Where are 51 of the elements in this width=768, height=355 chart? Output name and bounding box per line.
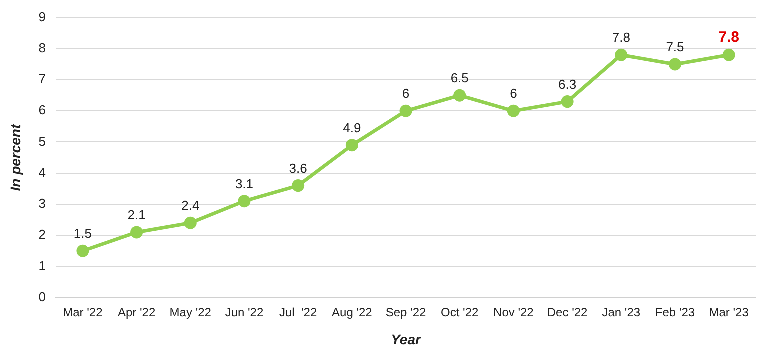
data-label: 3.6 bbox=[289, 160, 308, 176]
data-label: 2.1 bbox=[128, 208, 146, 223]
point bbox=[507, 104, 520, 118]
y-axis-title: In percent bbox=[7, 123, 24, 192]
x-tick-label: Jan '23 bbox=[602, 305, 641, 320]
x-tick-label: Jul '22 bbox=[280, 305, 318, 320]
point bbox=[292, 180, 305, 192]
y-tick-label: 9 bbox=[38, 9, 46, 24]
data-label: 4.9 bbox=[343, 120, 362, 136]
x-tick-label: Aug '22 bbox=[332, 305, 373, 320]
data-label: 6.5 bbox=[450, 70, 469, 86]
x-tick-label: Apr '22 bbox=[118, 305, 156, 320]
point bbox=[130, 226, 144, 239]
data-label: 6 bbox=[402, 86, 410, 102]
point bbox=[238, 195, 251, 208]
data-label: 7.8 bbox=[718, 28, 740, 46]
point bbox=[454, 89, 466, 102]
data-label: 6.3 bbox=[558, 76, 577, 92]
x-tick-label: Jun '22 bbox=[225, 305, 264, 320]
y-tick-label: 7 bbox=[38, 72, 46, 87]
x-tick-label: Dec '22 bbox=[547, 305, 588, 320]
x-tick-label: May '22 bbox=[170, 305, 212, 320]
data-label: 3.1 bbox=[235, 176, 254, 192]
point bbox=[668, 58, 682, 71]
y-tick-label: 3 bbox=[38, 196, 46, 212]
data-label: 7.8 bbox=[612, 30, 630, 46]
x-tick-label: Nov '22 bbox=[494, 305, 534, 320]
x-tick-label: Oct '22 bbox=[441, 305, 480, 320]
y-tick-label: 4 bbox=[38, 164, 46, 180]
y-tick-label: 2 bbox=[38, 227, 46, 242]
point bbox=[722, 48, 736, 62]
point bbox=[76, 244, 90, 258]
x-tick-label: Feb '23 bbox=[655, 305, 696, 320]
point bbox=[346, 139, 358, 152]
x-tick-label: Mar '22 bbox=[63, 305, 104, 320]
y-tick-label: 5 bbox=[38, 134, 46, 149]
point bbox=[400, 104, 412, 118]
data-label: 1.5 bbox=[74, 226, 92, 242]
y-tick-label: 0 bbox=[38, 289, 46, 304]
point bbox=[561, 96, 574, 108]
y-tick-label: 6 bbox=[38, 102, 46, 118]
data-label: 2.4 bbox=[182, 198, 200, 214]
x-tick-label: Sep '22 bbox=[386, 305, 426, 320]
data-label: 6 bbox=[510, 86, 518, 102]
x-axis-title: Year bbox=[391, 331, 422, 348]
y-tick-label: 8 bbox=[38, 40, 46, 56]
y-tick-label: 1 bbox=[38, 258, 46, 274]
point bbox=[615, 48, 628, 62]
x-tick-label: Mar '23 bbox=[709, 305, 750, 320]
data-label: 7.5 bbox=[666, 40, 684, 55]
point bbox=[184, 216, 197, 230]
